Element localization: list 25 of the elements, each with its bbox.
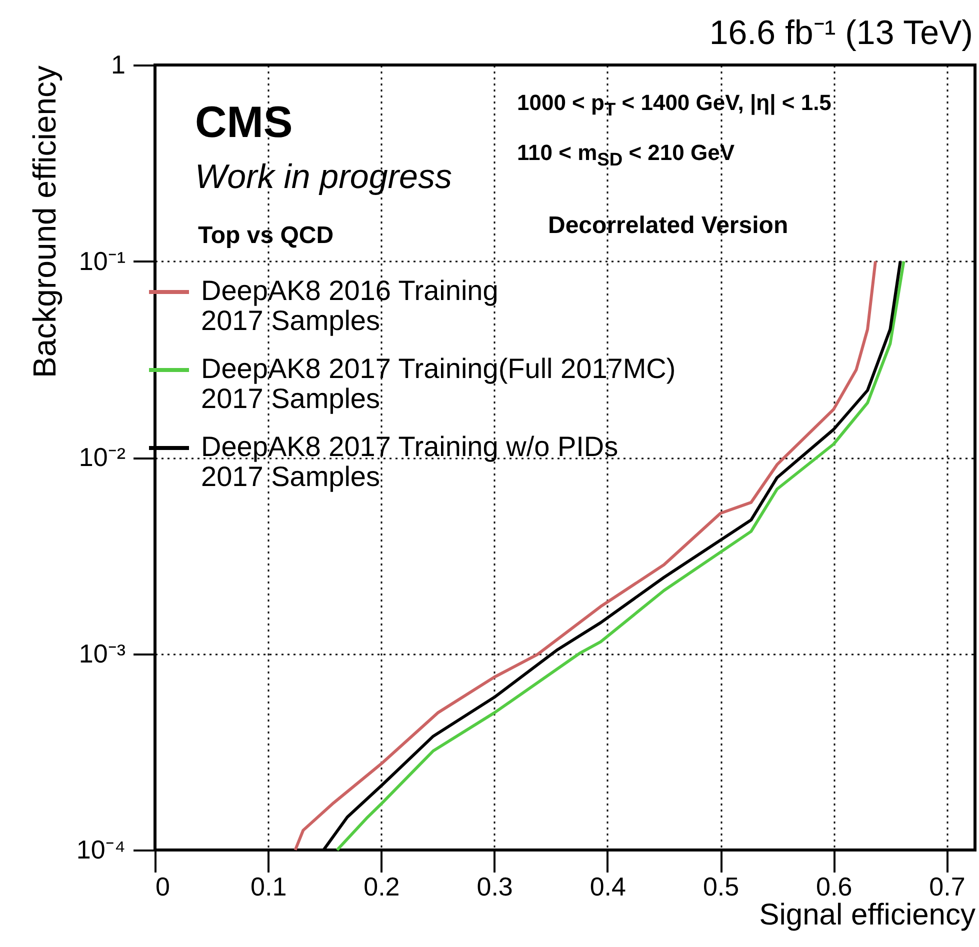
x-tick-label: 0.4 [590, 872, 626, 902]
x-tick-label: 0.5 [702, 872, 740, 902]
annotation: 110 < m$_{SD}$ < 210 GeV [517, 140, 735, 170]
x-axis-title: Signal efficiency [759, 898, 976, 932]
x-tick-label: 0.2 [364, 872, 400, 902]
x-tick-label: 0.3 [476, 872, 513, 902]
chart-title: 16.6 fb⁻¹ (13 TeV) [709, 13, 973, 54]
annotation: Top vs QCD [198, 222, 334, 250]
legend-label: DeepAK8 2017 Training w/o PIDs 2017 Samples [201, 431, 618, 492]
legend-label: DeepAK8 2017 Training(Full 2017MC) 2017 Samples [201, 353, 676, 414]
annotation: CMS [195, 98, 293, 148]
annotation: 1000 < p$_{T}$ < 1400 GeV, |η| < 1.5 [517, 90, 832, 120]
y-tick-label: 10⁻² [78, 442, 126, 472]
x-tick-label: 0 [156, 872, 170, 902]
y-tick-label: 1 [111, 50, 126, 80]
x-tick-label: 0.7 [929, 872, 966, 902]
legend-label: DeepAK8 2016 Training 2017 Samples [201, 275, 498, 336]
x-tick-label: 0.6 [816, 872, 852, 902]
annotation: Work in progress [195, 158, 452, 197]
y-axis-title: Background efficiency [26, 66, 62, 378]
y-tick-label: 10⁻¹ [78, 246, 126, 276]
y-tick-label: 10⁻³ [78, 638, 126, 668]
annotation: Decorrelated Version [548, 212, 788, 240]
y-tick-label: 10⁻⁴ [76, 834, 126, 864]
x-tick-label: 0.1 [250, 872, 287, 902]
